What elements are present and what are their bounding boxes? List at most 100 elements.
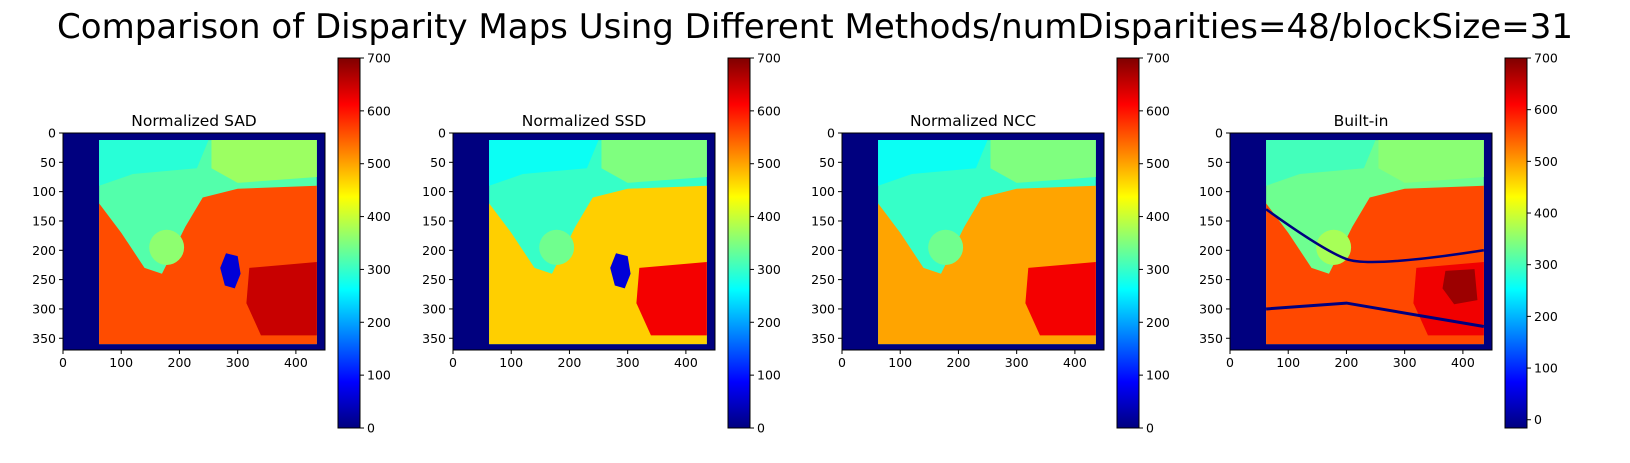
y-tick-label: 150 (422, 213, 446, 228)
colorbar-tick-label: 300 (1146, 262, 1170, 277)
y-tick-label: 300 (811, 301, 835, 316)
x-tick-label: 0 (59, 355, 67, 370)
axes-frame (452, 132, 716, 351)
colorbar-tick-label: 0 (1534, 412, 1542, 427)
y-tick-label: 350 (1199, 331, 1223, 346)
colorbar-tick-label: 600 (757, 103, 781, 118)
y-tick-label: 250 (811, 272, 835, 287)
colorbar-tick-label: 400 (367, 209, 391, 224)
colorbar-tick-label: 400 (757, 209, 781, 224)
y-tick-label: 150 (1199, 213, 1223, 228)
panel-title: Built-in (1334, 112, 1389, 130)
colorbar-tick-label: 500 (367, 156, 391, 171)
y-tick-label: 150 (811, 213, 835, 228)
y-tick-label: 300 (32, 301, 56, 316)
x-tick-label: 400 (1063, 355, 1087, 370)
region-upper-right-object (601, 140, 707, 183)
panel-title: Normalized NCC (910, 112, 1036, 130)
colorbar-tick-label: 500 (1146, 156, 1170, 171)
panel-2: Normalized SSD 0 100 200 300 400 0 50 100 150 200 2… (422, 51, 781, 436)
disparity-image (453, 133, 715, 350)
disparity-image (1230, 133, 1492, 350)
x-tick-label: 300 (1393, 355, 1417, 370)
y-tick-label: 300 (1199, 301, 1223, 316)
colorbar-tick-label: 100 (757, 368, 781, 383)
region-lamp-head (149, 229, 185, 265)
colorbar-tick-label: 0 (1146, 421, 1154, 436)
disparity-image (63, 133, 325, 350)
x-tick-label: 400 (674, 355, 698, 370)
colorbar-tick-label: 600 (1534, 102, 1558, 117)
axes-frame (841, 132, 1105, 351)
region-lamp-head (539, 229, 575, 265)
invalid-boundary (1265, 208, 1485, 264)
axes-frame (62, 132, 326, 351)
region-lamp-head (928, 229, 964, 265)
disparity-image (842, 133, 1104, 350)
y-tick-label: 100 (32, 184, 56, 199)
region-foreground-right (1025, 262, 1096, 336)
colorbar-tick-label: 100 (1146, 368, 1170, 383)
y-tick-label: 350 (422, 331, 446, 346)
colorbar-tick-label: 700 (1146, 51, 1170, 66)
colorbar-tick-label: 700 (1534, 51, 1558, 66)
y-tick-label: 100 (811, 184, 835, 199)
colorbar-tick-label: 300 (757, 262, 781, 277)
y-tick-label: 100 (422, 184, 446, 199)
colorbar (727, 57, 751, 429)
y-tick-label: 250 (32, 272, 56, 287)
region-top-band (878, 140, 988, 186)
panel-4: Built-in 0 100 200 300 400 0 50 100 150 200 250 300 3… (1199, 51, 1558, 429)
y-tick-label: 200 (811, 243, 835, 258)
colorbar-tick-label: 200 (757, 315, 781, 330)
region-top-band (1266, 140, 1376, 186)
y-tick-label: 300 (422, 301, 446, 316)
x-tick-label: 100 (888, 355, 912, 370)
figure-title: Comparison of Disparity Maps Using Diffe… (57, 7, 1573, 47)
region-foreground-right (246, 262, 317, 336)
y-tick-label: 200 (32, 243, 56, 258)
y-tick-label: 50 (819, 155, 835, 170)
x-tick-label: 0 (1226, 355, 1234, 370)
region-upper-right-object (990, 140, 1096, 183)
colorbar-tick-label: 100 (367, 368, 391, 383)
y-tick-label: 200 (422, 243, 446, 258)
colorbar (337, 57, 361, 429)
region-hole (220, 253, 241, 289)
colorbar-tick-label: 300 (1534, 257, 1558, 272)
x-tick-label: 0 (449, 355, 457, 370)
region-top-band (489, 140, 599, 186)
region-foreground-right (636, 262, 707, 336)
colorbar-tick-label: 700 (757, 51, 781, 66)
y-tick-label: 350 (32, 331, 56, 346)
colorbar-tick-label: 200 (1146, 315, 1170, 330)
y-tick-label: 150 (32, 213, 56, 228)
colorbar-tick-label: 700 (367, 51, 391, 66)
invalid-boundary (1265, 301, 1485, 329)
colorbar-tick-label: 0 (367, 421, 375, 436)
y-tick-label: 50 (430, 155, 446, 170)
y-tick-label: 0 (438, 126, 446, 141)
colorbar-tick-label: 200 (1534, 309, 1558, 324)
colorbar (1504, 57, 1528, 429)
y-tick-label: 0 (48, 126, 56, 141)
region-upper-right-object (211, 140, 317, 183)
y-tick-label: 0 (827, 126, 835, 141)
colorbar-tick-label: 400 (1146, 209, 1170, 224)
panel-1: Normalized SAD 0 100 200 300 400 0 50 100 150 200 2… (32, 51, 391, 436)
x-tick-label: 0 (838, 355, 846, 370)
panel-title: Normalized SSD (522, 112, 647, 130)
y-tick-label: 250 (1199, 272, 1223, 287)
axes-frame (1229, 132, 1493, 351)
x-tick-label: 100 (109, 355, 133, 370)
colorbar-tick-label: 400 (1534, 206, 1558, 221)
y-tick-label: 350 (811, 331, 835, 346)
region-top-band (99, 140, 209, 186)
x-tick-label: 200 (168, 355, 192, 370)
panel-3: Normalized NCC 0 100 200 300 400 0 50 100 150 200 2… (811, 51, 1170, 436)
x-tick-label: 300 (1005, 355, 1029, 370)
x-tick-label: 100 (1276, 355, 1300, 370)
x-tick-label: 400 (1451, 355, 1475, 370)
region-dark-object (1442, 269, 1478, 305)
